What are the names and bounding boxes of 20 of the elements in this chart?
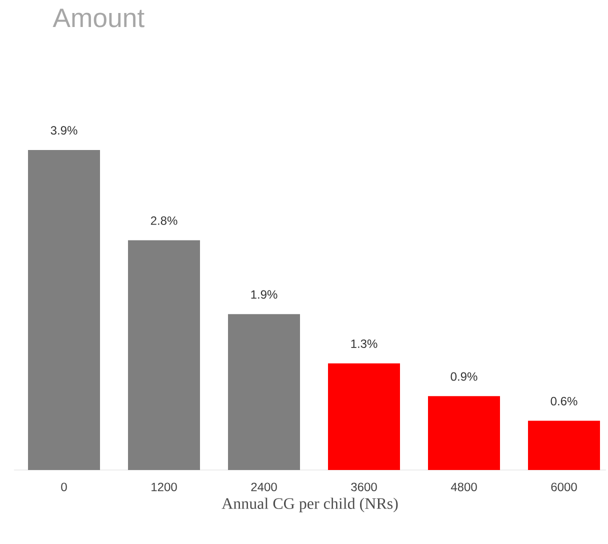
- data-label: 0.6%: [550, 396, 578, 406]
- x-tick-label: 3600: [351, 482, 377, 492]
- data-label: 2.8%: [150, 216, 178, 225]
- x-axis-title: Annual CG per child (NRs): [222, 498, 398, 512]
- bar: [428, 396, 500, 470]
- x-tick-label: 4800: [450, 482, 477, 492]
- chart-title: Amount: [52, 8, 144, 28]
- data-label: 0.9%: [450, 372, 478, 381]
- bar: [28, 150, 100, 470]
- x-tick-label: 6000: [551, 482, 577, 492]
- data-label: 3.9%: [50, 126, 78, 135]
- x-tick-label: 0: [61, 482, 67, 492]
- bar: [228, 314, 300, 470]
- data-label: 1.9%: [251, 290, 278, 299]
- data-label: 1.3%: [351, 339, 378, 348]
- x-tick-label: 1200: [152, 482, 177, 492]
- x-tick-label: 2400: [251, 482, 277, 492]
- bar: [328, 363, 400, 470]
- bar: [128, 240, 200, 470]
- bar: [528, 420, 600, 470]
